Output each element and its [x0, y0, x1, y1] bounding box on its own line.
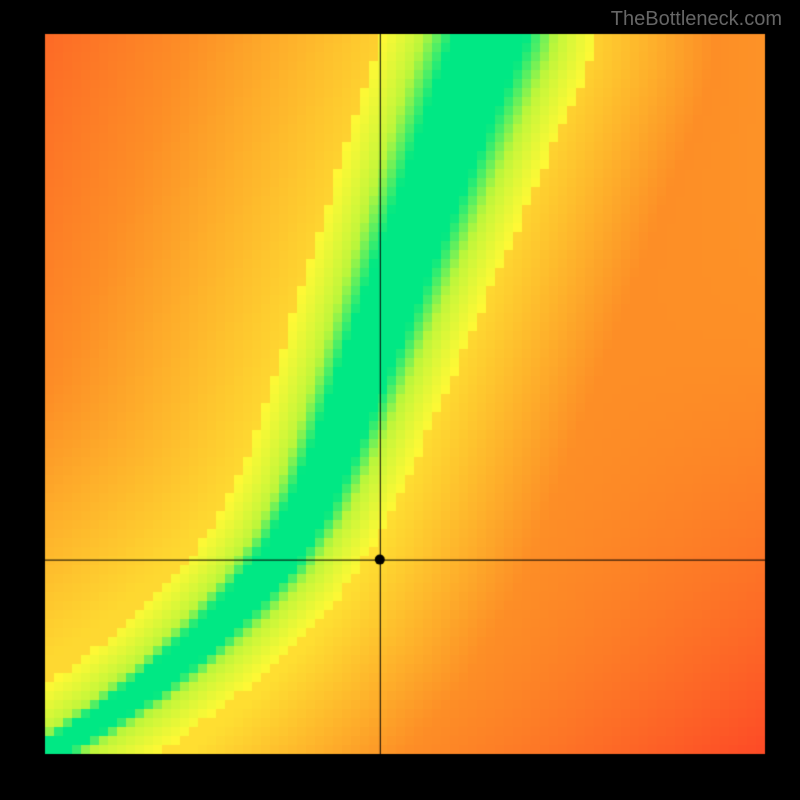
chart-container: TheBottleneck.com	[0, 0, 800, 800]
watermark-text: TheBottleneck.com	[611, 8, 782, 31]
heatmap-canvas	[0, 0, 800, 800]
